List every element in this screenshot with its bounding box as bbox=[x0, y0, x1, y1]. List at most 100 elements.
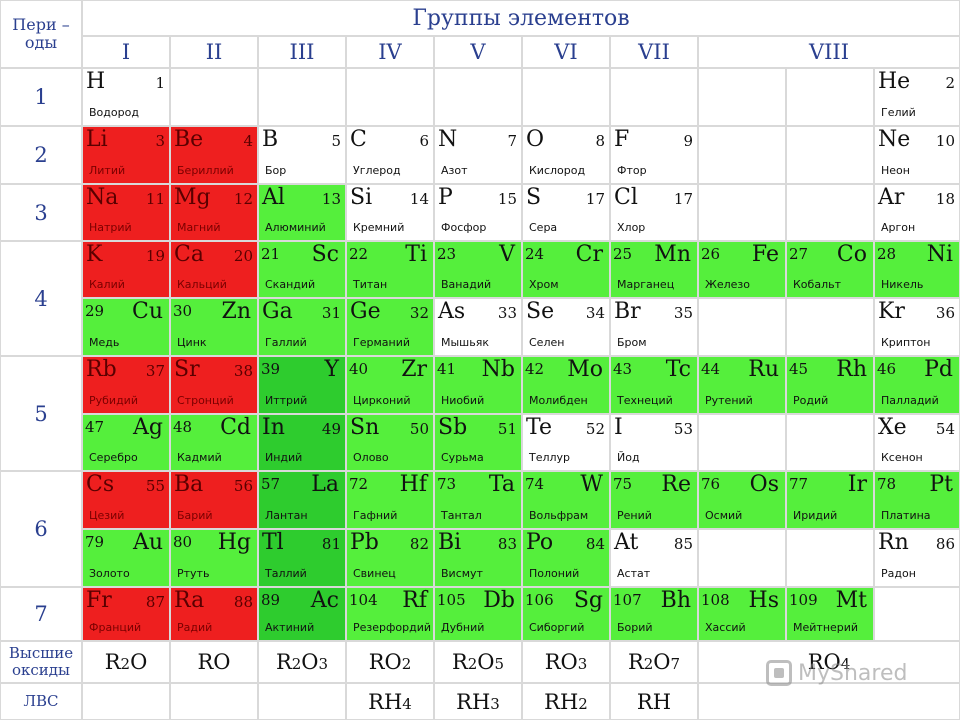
element-name: Неон bbox=[881, 164, 910, 177]
element-name: Кремний bbox=[353, 221, 405, 234]
element-b: B 5 Бор bbox=[258, 126, 346, 184]
atomic-number: 87 bbox=[145, 593, 165, 611]
element-rb: Rb 37 Рубидий bbox=[82, 356, 170, 414]
element-symbol: Hf bbox=[399, 472, 427, 497]
atomic-number: 24 bbox=[525, 245, 545, 263]
element-symbol: Ga bbox=[262, 299, 293, 324]
element-f: F 9 Фтор bbox=[610, 126, 698, 184]
element-te: Te 52 Теллур bbox=[522, 414, 610, 471]
element-symbol: As bbox=[438, 299, 466, 324]
atomic-number: 14 bbox=[409, 190, 429, 208]
element-tl: Tl 81 Таллий bbox=[258, 529, 346, 587]
element-name: Иттрий bbox=[265, 394, 308, 407]
atomic-number: 49 bbox=[321, 420, 341, 438]
element-symbol: Ca bbox=[174, 242, 204, 267]
empty-cell bbox=[786, 126, 874, 184]
element-symbol: Al bbox=[262, 185, 285, 210]
element-symbol: Bi bbox=[438, 530, 462, 555]
element-symbol: In bbox=[262, 415, 285, 440]
element-name: Сурьма bbox=[441, 451, 484, 464]
oxide-formula: RO2 bbox=[346, 641, 434, 683]
element-symbol: Hg bbox=[217, 530, 251, 555]
hydride-formula: RH2 bbox=[522, 683, 610, 720]
group-label: III bbox=[289, 40, 315, 64]
element-ti: Ti 22 Титан bbox=[346, 241, 434, 298]
empty-cell bbox=[346, 68, 434, 126]
element-cd: Cd 48 Кадмий bbox=[170, 414, 258, 471]
element-symbol: Pd bbox=[924, 357, 953, 382]
element-y: Y 39 Иттрий bbox=[258, 356, 346, 414]
element-symbol: Fe bbox=[751, 242, 779, 267]
empty-cell bbox=[258, 68, 346, 126]
element-symbol: Ac bbox=[310, 588, 339, 613]
element-name: Молибден bbox=[529, 394, 588, 407]
period-number: 4 bbox=[34, 286, 48, 311]
element-si: Si 14 Кремний bbox=[346, 184, 434, 241]
empty-cell bbox=[698, 529, 786, 587]
hydride-formula: RH bbox=[610, 683, 698, 720]
oxide-text: RO2 bbox=[368, 650, 412, 674]
element-symbol: Os bbox=[749, 472, 779, 497]
empty-cell bbox=[698, 414, 786, 471]
atomic-number: 42 bbox=[525, 360, 545, 378]
element-fe: Fe 26 Железо bbox=[698, 241, 786, 298]
atomic-number: 7 bbox=[507, 132, 517, 150]
element-name: Бор bbox=[265, 164, 287, 177]
atomic-number: 47 bbox=[85, 418, 105, 436]
atomic-number: 78 bbox=[877, 475, 897, 493]
element-symbol: Y bbox=[324, 357, 339, 382]
element-n: N 7 Азот bbox=[434, 126, 522, 184]
element-rn: Rn 86 Радон bbox=[874, 529, 960, 587]
atomic-number: 36 bbox=[935, 304, 955, 322]
group-label: VI bbox=[554, 40, 578, 64]
element-symbol: I bbox=[614, 415, 623, 440]
element-symbol: Li bbox=[86, 127, 108, 152]
atomic-number: 81 bbox=[321, 535, 341, 553]
atomic-number: 104 bbox=[349, 591, 378, 609]
element-os: Os 76 Осмий bbox=[698, 471, 786, 529]
element-name: Гафний bbox=[353, 509, 398, 522]
group-label: I bbox=[121, 40, 131, 64]
element-name: Лантан bbox=[265, 509, 308, 522]
element-zn: Zn 30 Цинк bbox=[170, 298, 258, 356]
element-name: Теллур bbox=[529, 451, 571, 464]
element-name: Бром bbox=[617, 336, 647, 349]
period-label-6: 6 bbox=[0, 471, 82, 587]
element-name: Кислород bbox=[529, 164, 586, 177]
element-symbol: Sg bbox=[573, 588, 603, 613]
atomic-number: 83 bbox=[497, 535, 517, 553]
element-sb: Sb 51 Сурьма bbox=[434, 414, 522, 471]
oxide-text: R2O5 bbox=[451, 650, 505, 674]
oxide-text: R2O7 bbox=[627, 650, 681, 674]
element-al: Al 13 Алюминий bbox=[258, 184, 346, 241]
element-symbol: Re bbox=[661, 472, 691, 497]
element-symbol: Co bbox=[836, 242, 867, 267]
element-mt: Mt 109 Мейтнерий bbox=[786, 587, 874, 641]
element-symbol: Mo bbox=[567, 357, 603, 382]
atomic-number: 45 bbox=[789, 360, 809, 378]
period-label-3: 3 bbox=[0, 184, 82, 241]
atomic-number: 37 bbox=[145, 362, 165, 380]
atomic-number: 38 bbox=[233, 362, 253, 380]
atomic-number: 17 bbox=[585, 190, 605, 208]
element-symbol: Mn bbox=[654, 242, 691, 267]
watermark-text: MyShared bbox=[798, 660, 908, 686]
atomic-number: 23 bbox=[437, 245, 457, 263]
group-label: V bbox=[470, 40, 486, 64]
empty-cell bbox=[786, 68, 874, 126]
empty-cell bbox=[610, 68, 698, 126]
element-name: Йод bbox=[617, 451, 640, 464]
element-name: Селен bbox=[529, 336, 565, 349]
element-symbol: Au bbox=[132, 530, 163, 555]
element-symbol: Ta bbox=[488, 472, 515, 497]
atomic-number: 53 bbox=[673, 420, 693, 438]
element-name: Скандий bbox=[265, 278, 316, 291]
atomic-number: 74 bbox=[525, 475, 545, 493]
group-label: VIII bbox=[808, 40, 850, 64]
element-ru: Ru 44 Рутений bbox=[698, 356, 786, 414]
atomic-number: 109 bbox=[789, 591, 818, 609]
period-number: 1 bbox=[34, 85, 48, 109]
groups-title: Группы элементов bbox=[82, 0, 960, 36]
element-symbol: Ba bbox=[174, 472, 204, 497]
element-symbol: Po bbox=[526, 530, 554, 555]
